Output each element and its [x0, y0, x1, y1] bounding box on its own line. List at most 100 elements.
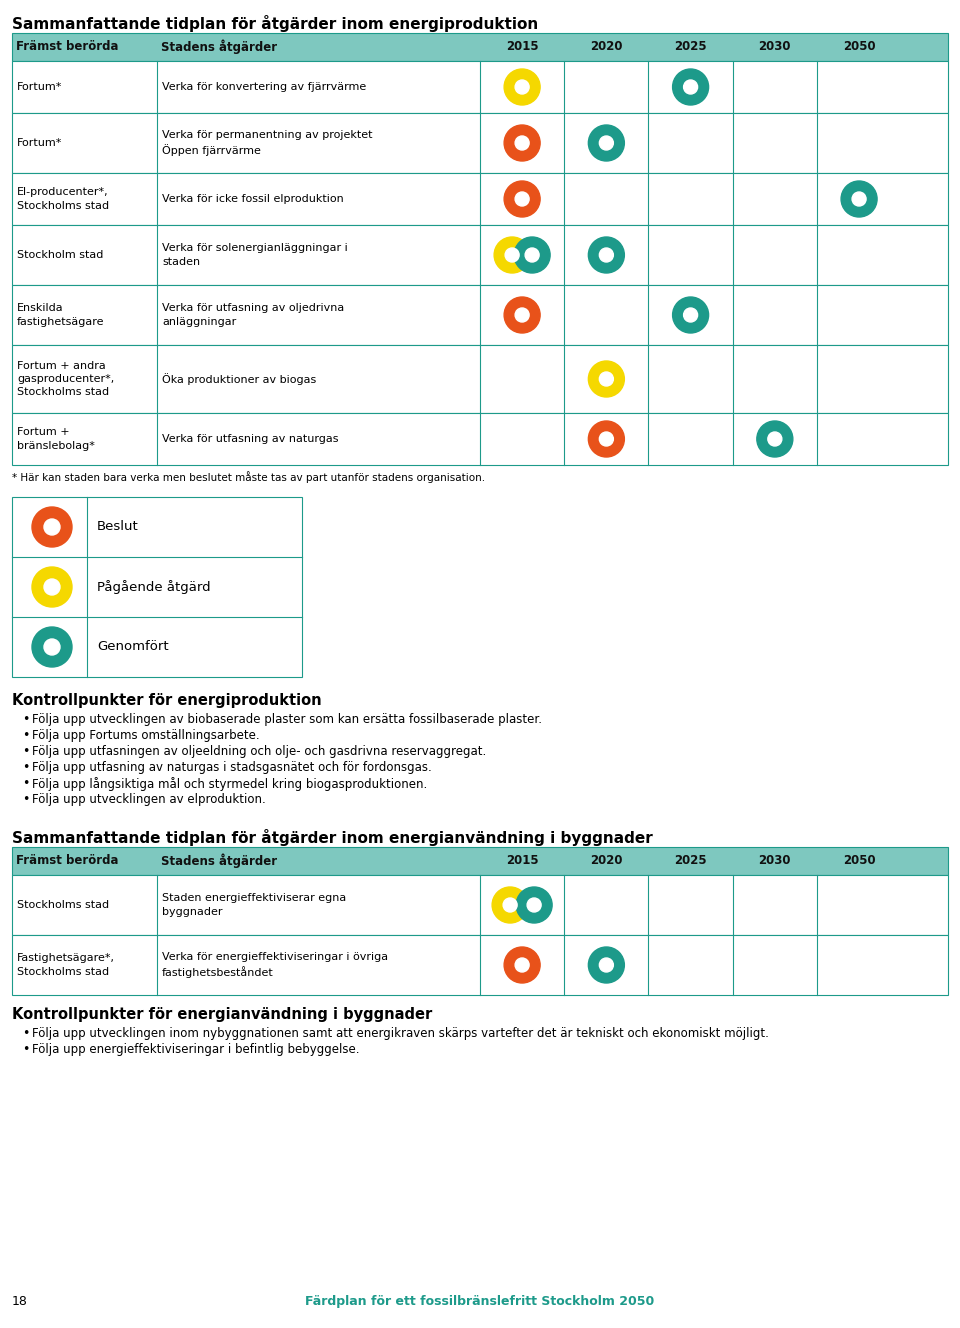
- Text: Följa upp Fortums omställningsarbete.: Följa upp Fortums omställningsarbete.: [32, 729, 259, 742]
- Text: Genomfört: Genomfört: [97, 640, 169, 653]
- Text: Följa upp långsiktiga mål och styrmedel kring biogasproduktionen.: Följa upp långsiktiga mål och styrmedel …: [32, 777, 427, 791]
- Circle shape: [588, 421, 624, 457]
- Text: Följa upp utvecklingen av elproduktion.: Följa upp utvecklingen av elproduktion.: [32, 793, 266, 806]
- Circle shape: [503, 898, 517, 912]
- Text: 2030: 2030: [758, 854, 791, 867]
- Text: Sammanfattande tidplan för åtgärder inom energiproduktion: Sammanfattande tidplan för åtgärder inom…: [12, 15, 539, 32]
- Text: Följa upp utvecklingen av biobaserade plaster som kan ersätta fossilbaserade pla: Följa upp utvecklingen av biobaserade pl…: [32, 713, 542, 726]
- Circle shape: [516, 308, 529, 321]
- Text: Fortum*: Fortum*: [17, 138, 62, 147]
- Text: 2050: 2050: [843, 40, 876, 53]
- Bar: [12, 286, 948, 345]
- Bar: [12, 113, 948, 173]
- Text: •: •: [22, 793, 30, 806]
- Circle shape: [599, 248, 613, 262]
- Circle shape: [504, 69, 540, 105]
- Circle shape: [527, 898, 541, 912]
- Circle shape: [588, 361, 624, 397]
- Bar: [12, 61, 948, 113]
- Text: •: •: [22, 713, 30, 726]
- Bar: [12, 33, 948, 61]
- Circle shape: [673, 69, 708, 105]
- Circle shape: [599, 372, 613, 386]
- Text: 2030: 2030: [758, 40, 791, 53]
- Circle shape: [494, 236, 530, 274]
- Text: •: •: [22, 745, 30, 758]
- Text: •: •: [22, 1042, 30, 1056]
- Text: Följa upp utfasning av naturgas i stadsgasnätet och för fordonsgas.: Följa upp utfasning av naturgas i stadsg…: [32, 761, 432, 774]
- Circle shape: [504, 297, 540, 333]
- Text: Stockholm stad: Stockholm stad: [17, 250, 104, 260]
- Text: Pågående åtgärd: Pågående åtgärd: [97, 580, 210, 594]
- Text: Stadens åtgärder: Stadens åtgärder: [161, 40, 277, 54]
- Circle shape: [44, 639, 60, 655]
- Text: Beslut: Beslut: [97, 521, 139, 534]
- Circle shape: [44, 519, 60, 535]
- Circle shape: [599, 957, 613, 972]
- Text: 2015: 2015: [506, 854, 539, 867]
- Circle shape: [32, 507, 72, 547]
- Text: 2020: 2020: [590, 40, 623, 53]
- Text: Främst berörda: Främst berörda: [16, 854, 118, 867]
- Text: Följa upp energieffektiviseringar i befintlig bebyggelse.: Följa upp energieffektiviseringar i befi…: [32, 1042, 359, 1056]
- Bar: [12, 847, 948, 875]
- Text: Kontrollpunkter för energiproduktion: Kontrollpunkter för energiproduktion: [12, 693, 322, 708]
- Circle shape: [588, 947, 624, 983]
- Circle shape: [504, 947, 540, 983]
- Circle shape: [684, 308, 698, 321]
- Circle shape: [32, 627, 72, 667]
- Text: Fastighetsägare*,
Stockholms stad: Fastighetsägare*, Stockholms stad: [17, 954, 115, 976]
- Bar: [12, 413, 948, 465]
- Text: Verka för permanentning av projektet
Öppen fjärrvärme: Verka för permanentning av projektet Öpp…: [162, 130, 372, 155]
- Text: Verka för solenergianläggningar i
staden: Verka för solenergianläggningar i staden: [162, 243, 348, 267]
- Text: Följa upp utvecklingen inom nybyggnationen samt att energikraven skärps vartefte: Följa upp utvecklingen inom nybyggnation…: [32, 1027, 769, 1040]
- Text: Verka för utfasning av oljedrivna
anläggningar: Verka för utfasning av oljedrivna anlägg…: [162, 303, 345, 327]
- Circle shape: [516, 80, 529, 94]
- Text: Stadens åtgärder: Stadens åtgärder: [161, 854, 277, 869]
- Text: Stockholms stad: Stockholms stad: [17, 900, 109, 910]
- Circle shape: [852, 193, 866, 206]
- Circle shape: [492, 887, 528, 923]
- Text: 18: 18: [12, 1295, 28, 1308]
- Circle shape: [768, 432, 781, 446]
- Text: Främst berörda: Främst berörda: [16, 40, 118, 53]
- Text: Öka produktioner av biogas: Öka produktioner av biogas: [162, 373, 317, 385]
- Circle shape: [516, 957, 529, 972]
- Circle shape: [756, 421, 793, 457]
- Bar: [12, 224, 948, 286]
- Circle shape: [588, 125, 624, 161]
- Text: 2020: 2020: [590, 854, 623, 867]
- Text: * Här kan staden bara verka men beslutet måste tas av part utanför stadens organ: * Här kan staden bara verka men beslutet…: [12, 471, 485, 483]
- Text: Verka för konvertering av fjärrvärme: Verka för konvertering av fjärrvärme: [162, 82, 367, 92]
- Text: Verka för icke fossil elproduktion: Verka för icke fossil elproduktion: [162, 194, 344, 205]
- Text: •: •: [22, 777, 30, 790]
- Text: 2025: 2025: [674, 854, 707, 867]
- Bar: [12, 345, 948, 413]
- Circle shape: [516, 135, 529, 150]
- Circle shape: [841, 181, 877, 216]
- Text: Enskilda
fastighetsägare: Enskilda fastighetsägare: [17, 303, 105, 327]
- Text: •: •: [22, 761, 30, 774]
- Circle shape: [505, 248, 519, 262]
- Circle shape: [599, 135, 613, 150]
- Text: •: •: [22, 1027, 30, 1040]
- Circle shape: [684, 80, 698, 94]
- Circle shape: [516, 193, 529, 206]
- Circle shape: [504, 181, 540, 216]
- Text: Verka för utfasning av naturgas: Verka för utfasning av naturgas: [162, 434, 339, 444]
- Circle shape: [525, 248, 540, 262]
- Circle shape: [515, 236, 550, 274]
- Bar: [12, 875, 948, 935]
- Text: Staden energieffektiviserar egna
byggnader: Staden energieffektiviserar egna byggnad…: [162, 894, 347, 916]
- Text: Fortum*: Fortum*: [17, 82, 62, 92]
- Circle shape: [44, 579, 60, 595]
- Text: El-producenter*,
Stockholms stad: El-producenter*, Stockholms stad: [17, 187, 109, 211]
- Text: 2050: 2050: [843, 854, 876, 867]
- Text: Fortum + andra
gasproducenter*,
Stockholms stad: Fortum + andra gasproducenter*, Stockhol…: [17, 361, 114, 397]
- Bar: [12, 497, 302, 677]
- Text: Sammanfattande tidplan för åtgärder inom energianvändning i byggnader: Sammanfattande tidplan för åtgärder inom…: [12, 829, 653, 846]
- Text: Verka för energieffektiviseringar i övriga
fastighetsbeståndet: Verka för energieffektiviseringar i övri…: [162, 952, 388, 977]
- Text: Följa upp utfasningen av oljeeldning och olje- och gasdrivna reservaggregat.: Följa upp utfasningen av oljeeldning och…: [32, 745, 487, 758]
- Bar: [12, 935, 948, 995]
- Circle shape: [588, 236, 624, 274]
